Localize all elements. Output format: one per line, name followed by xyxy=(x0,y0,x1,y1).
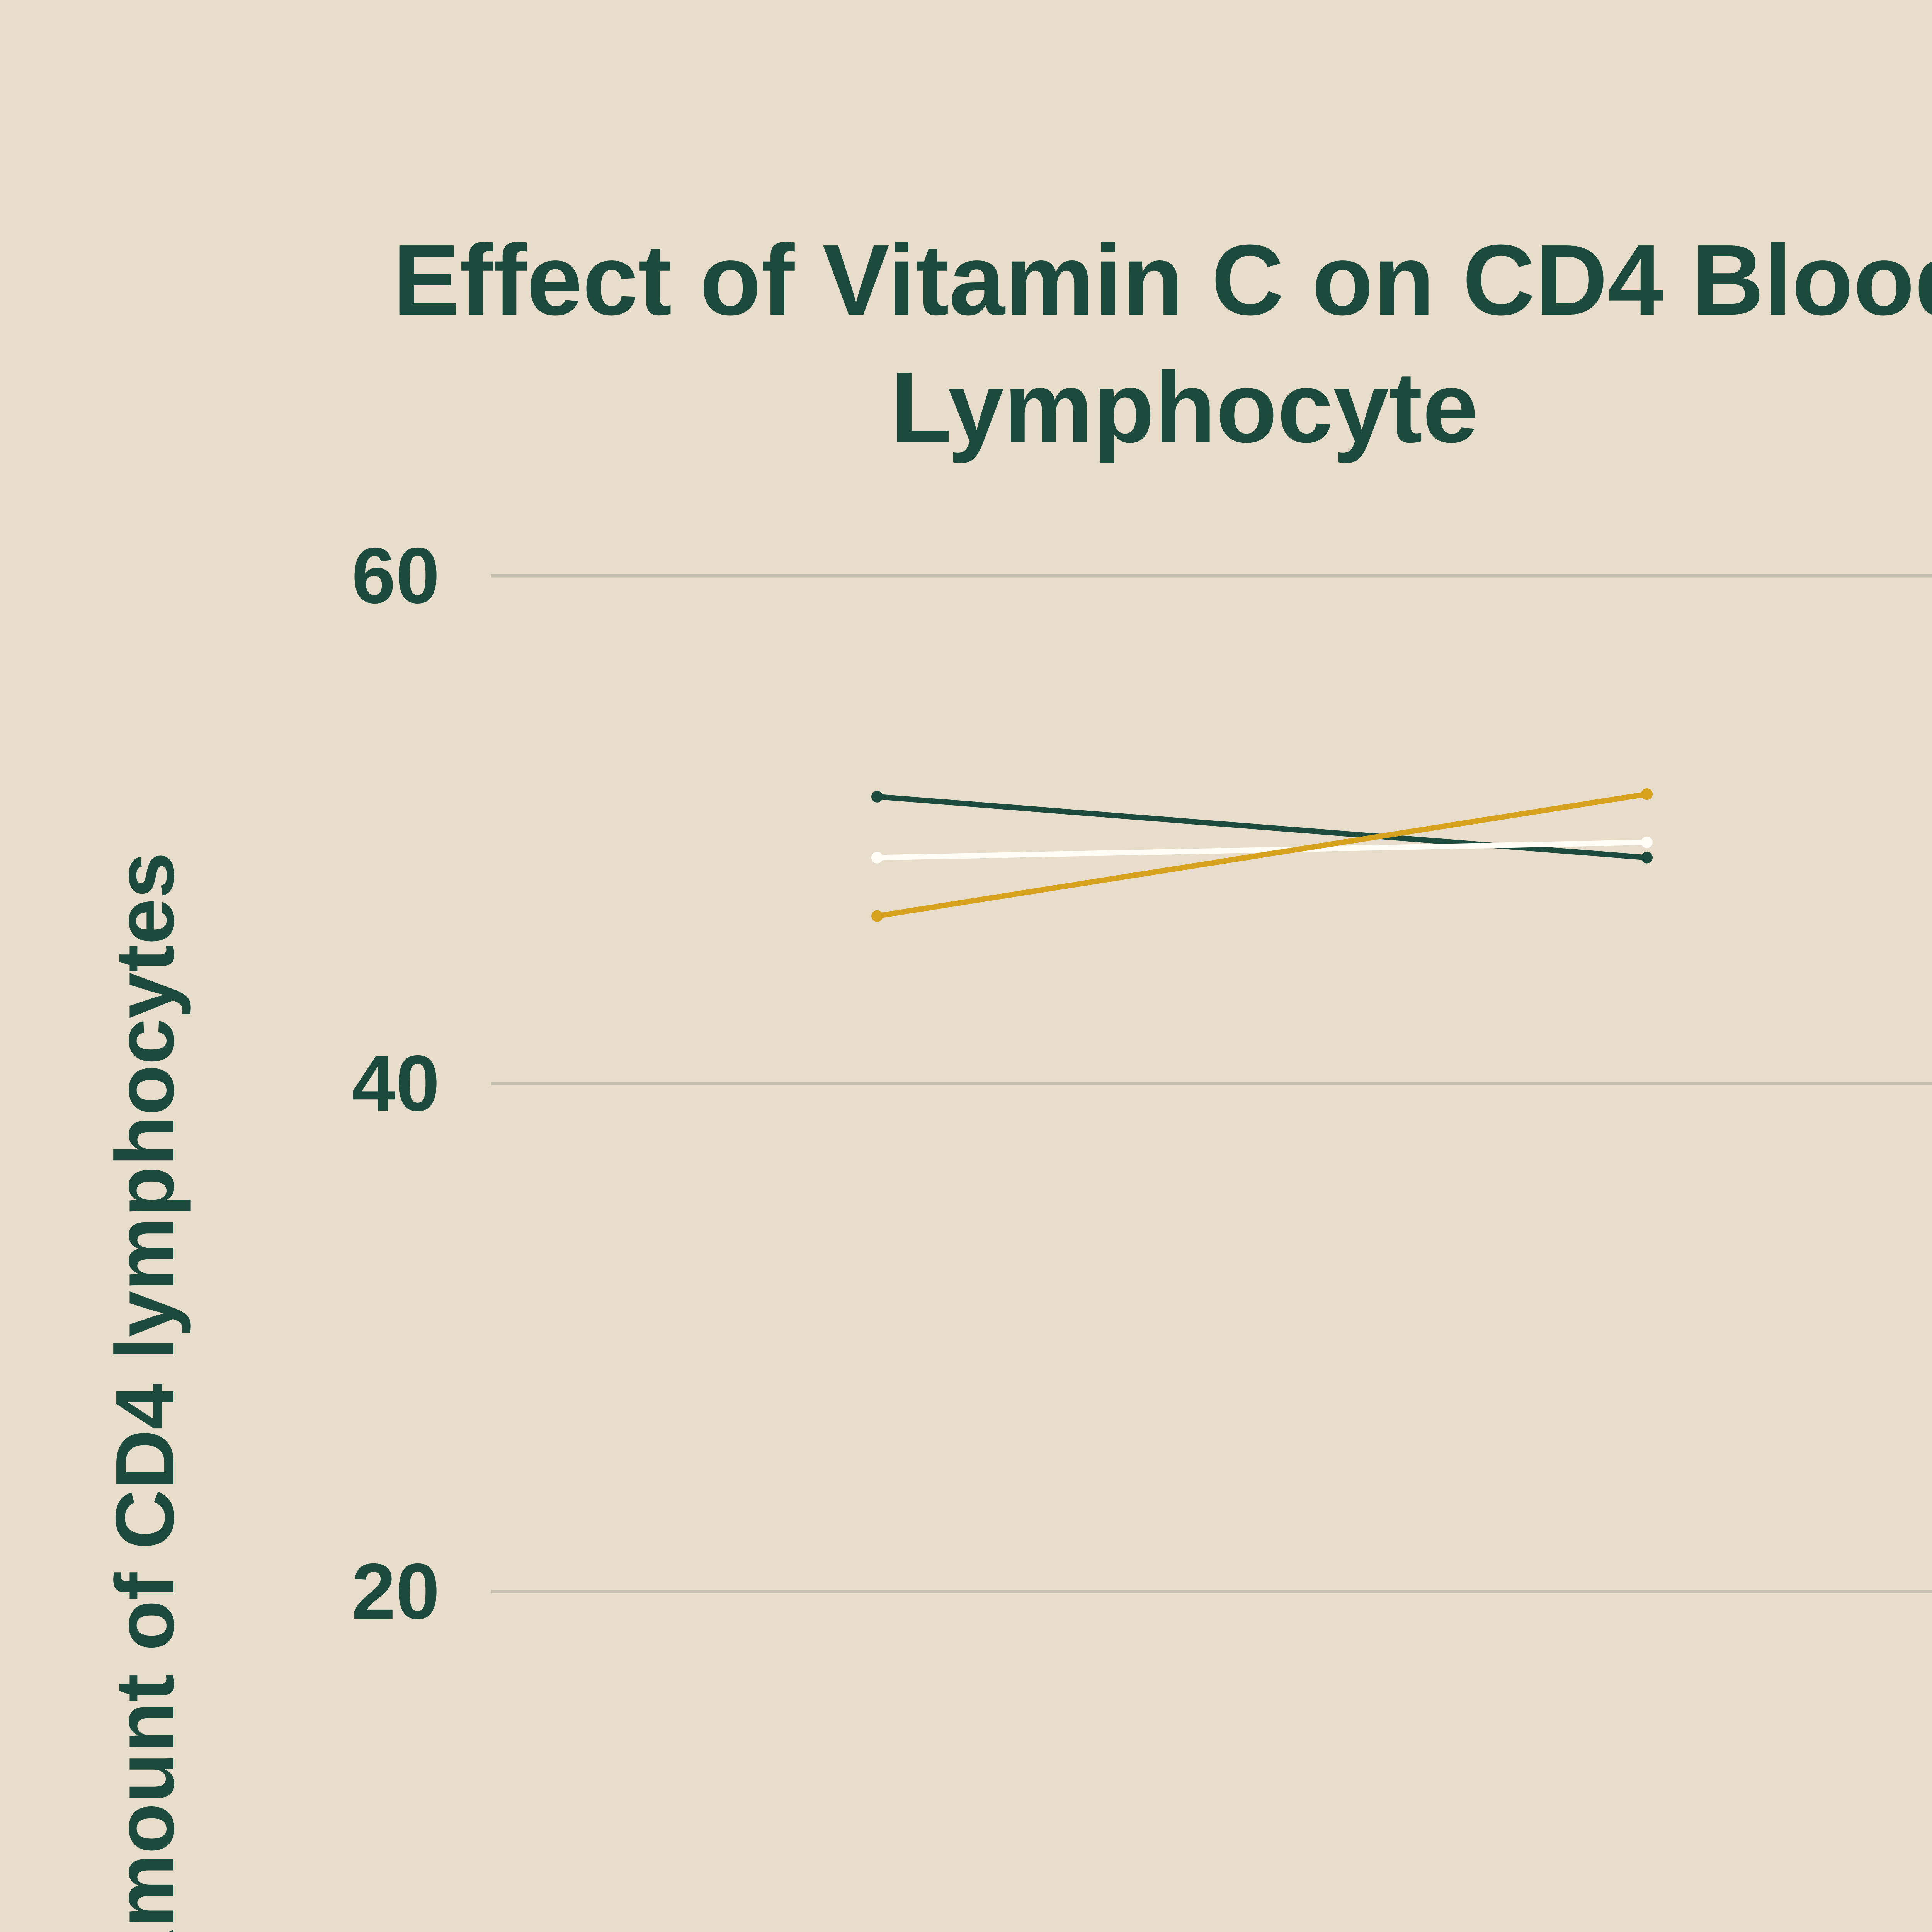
data-point xyxy=(1641,837,1653,849)
series-lines xyxy=(871,788,1653,922)
data-point xyxy=(871,910,883,922)
y-tick-label-20: 20 xyxy=(351,1547,440,1636)
series-line-2 xyxy=(876,791,1648,919)
data-point xyxy=(871,852,883,864)
gridlines xyxy=(491,574,1932,1594)
chart-title: Effect of Vitamin C on CD4 Blood Lymphoc… xyxy=(393,224,1932,464)
data-point xyxy=(871,791,883,803)
y-tick-label-40: 40 xyxy=(351,1039,440,1128)
series-line-1 xyxy=(877,840,1647,861)
data-point xyxy=(1641,852,1653,864)
data-point xyxy=(1641,788,1653,800)
y-tick-label-60: 60 xyxy=(351,531,440,620)
